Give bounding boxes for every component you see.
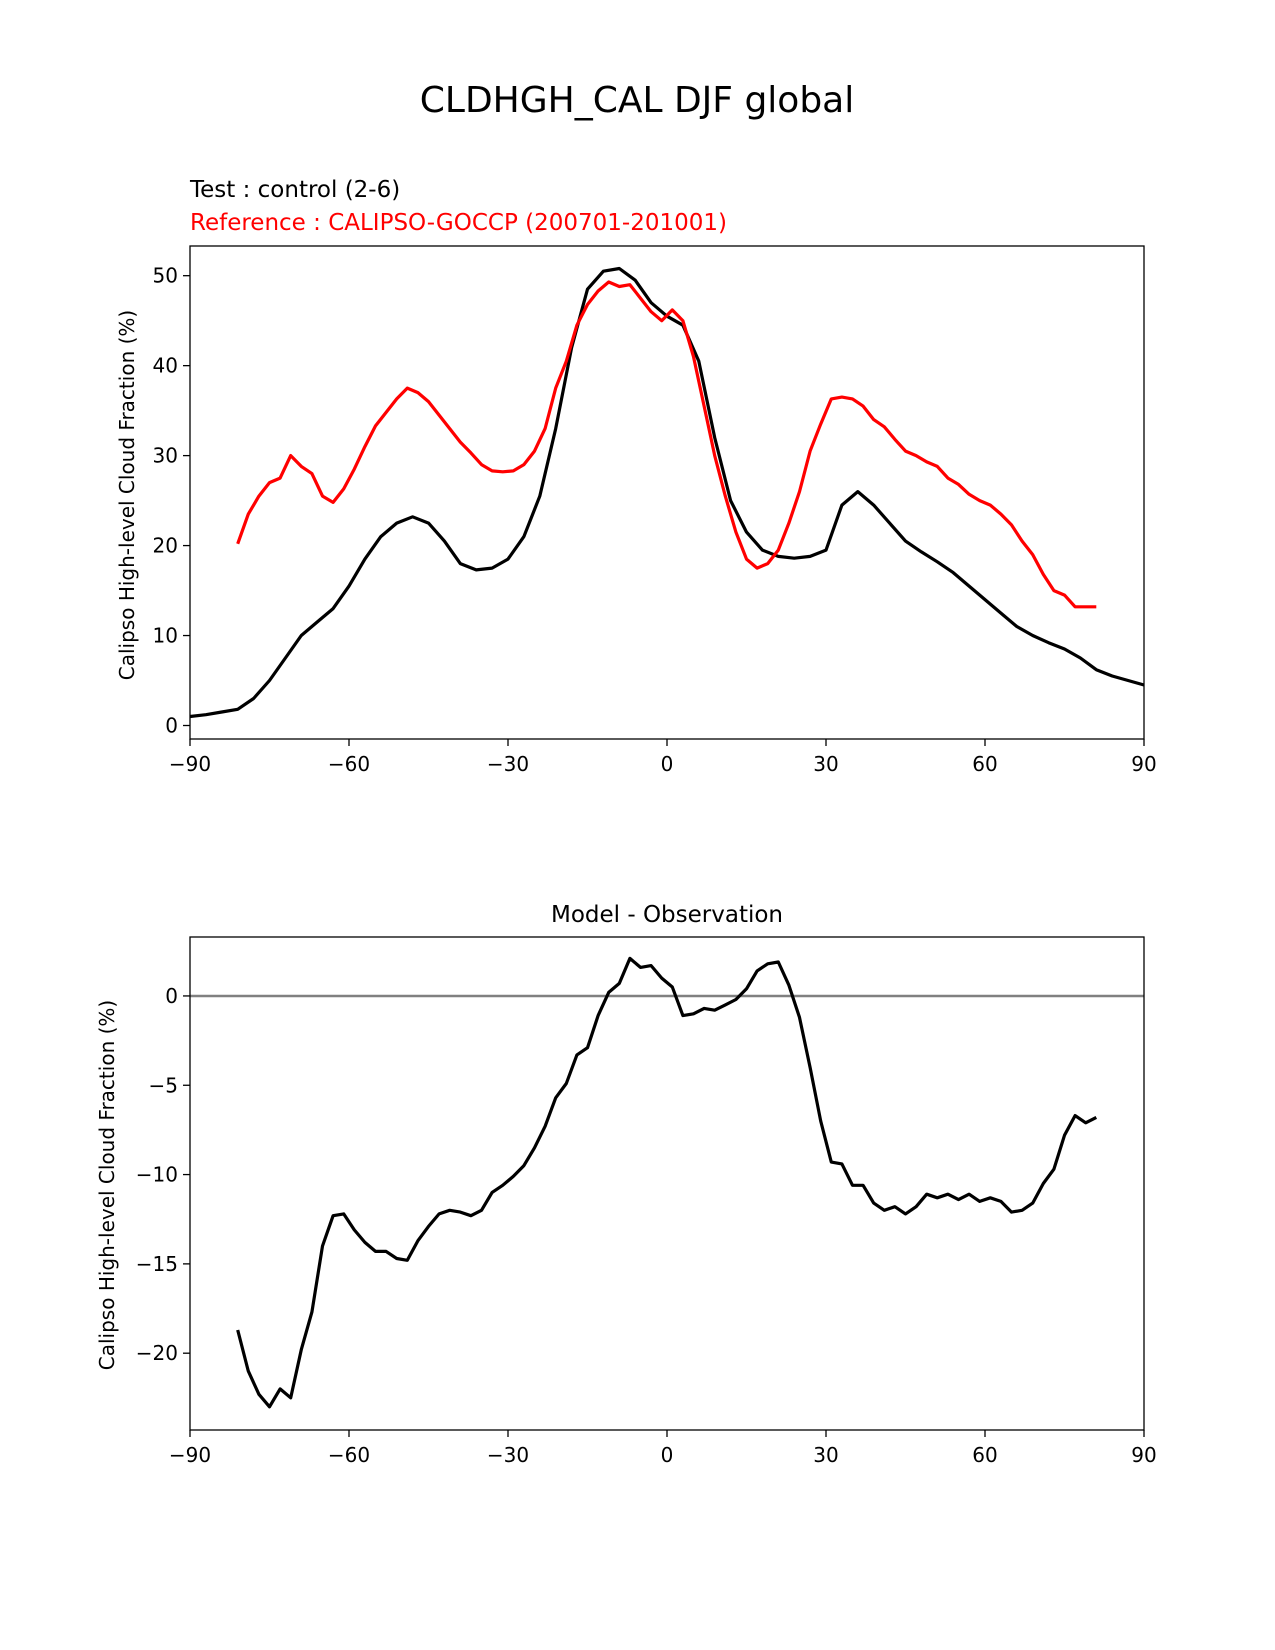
test-label: Test : control (2-6) bbox=[189, 177, 400, 203]
axes-frame bbox=[189, 245, 1145, 740]
x-tick-label: 60 bbox=[972, 752, 997, 776]
y-tick-label: 0 bbox=[165, 984, 178, 1008]
x-tick-label: −90 bbox=[169, 752, 211, 776]
diff-series-line bbox=[236, 956, 1098, 1409]
y-tick-label: −5 bbox=[149, 1073, 178, 1097]
y-tick-label: 20 bbox=[153, 534, 178, 558]
figure-title: CLDHGH_CAL DJF global bbox=[420, 80, 855, 121]
diff-panel-title: Model - Observation bbox=[551, 902, 783, 928]
x-tick-label: 90 bbox=[1131, 1443, 1156, 1467]
reference-series-line bbox=[236, 280, 1097, 609]
bottom-y-axis-label: Calipso High-level Cloud Fraction (%) bbox=[95, 1000, 119, 1370]
y-tick-label: 50 bbox=[153, 264, 178, 288]
top-y-axis-label: Calipso High-level Cloud Fraction (%) bbox=[115, 310, 139, 680]
x-tick-label: −30 bbox=[487, 1443, 529, 1467]
y-tick-label: −20 bbox=[136, 1341, 178, 1365]
x-tick-label: 0 bbox=[661, 1443, 674, 1467]
x-tick-label: 30 bbox=[813, 1443, 838, 1467]
x-tick-label: −30 bbox=[487, 752, 529, 776]
y-tick-label: 10 bbox=[153, 624, 178, 648]
x-tick-label: 60 bbox=[972, 1443, 997, 1467]
x-tick-label: −60 bbox=[328, 1443, 370, 1467]
x-tick-label: 0 bbox=[661, 752, 674, 776]
axes-frame bbox=[189, 936, 1145, 1431]
y-tick-label: 30 bbox=[153, 444, 178, 468]
test-series-line bbox=[189, 266, 1145, 719]
reference-label: Reference : CALIPSO-GOCCP (200701-201001… bbox=[190, 210, 727, 236]
y-tick-label: 0 bbox=[165, 714, 178, 738]
x-tick-label: −90 bbox=[169, 1443, 211, 1467]
x-tick-label: 30 bbox=[813, 752, 838, 776]
bottom-panel: −90 −60 −30 0 30 60 90 −20 −15 −10 −5 0 bbox=[136, 936, 1157, 1467]
x-tick-label: 90 bbox=[1131, 752, 1156, 776]
x-tick-label: −60 bbox=[328, 752, 370, 776]
y-tick-label: −10 bbox=[136, 1163, 178, 1187]
y-tick-label: 40 bbox=[153, 354, 178, 378]
y-tick-label: −15 bbox=[136, 1252, 178, 1276]
top-panel: −90 −60 −30 0 30 60 90 0 10 20 30 40 50 bbox=[153, 245, 1157, 776]
